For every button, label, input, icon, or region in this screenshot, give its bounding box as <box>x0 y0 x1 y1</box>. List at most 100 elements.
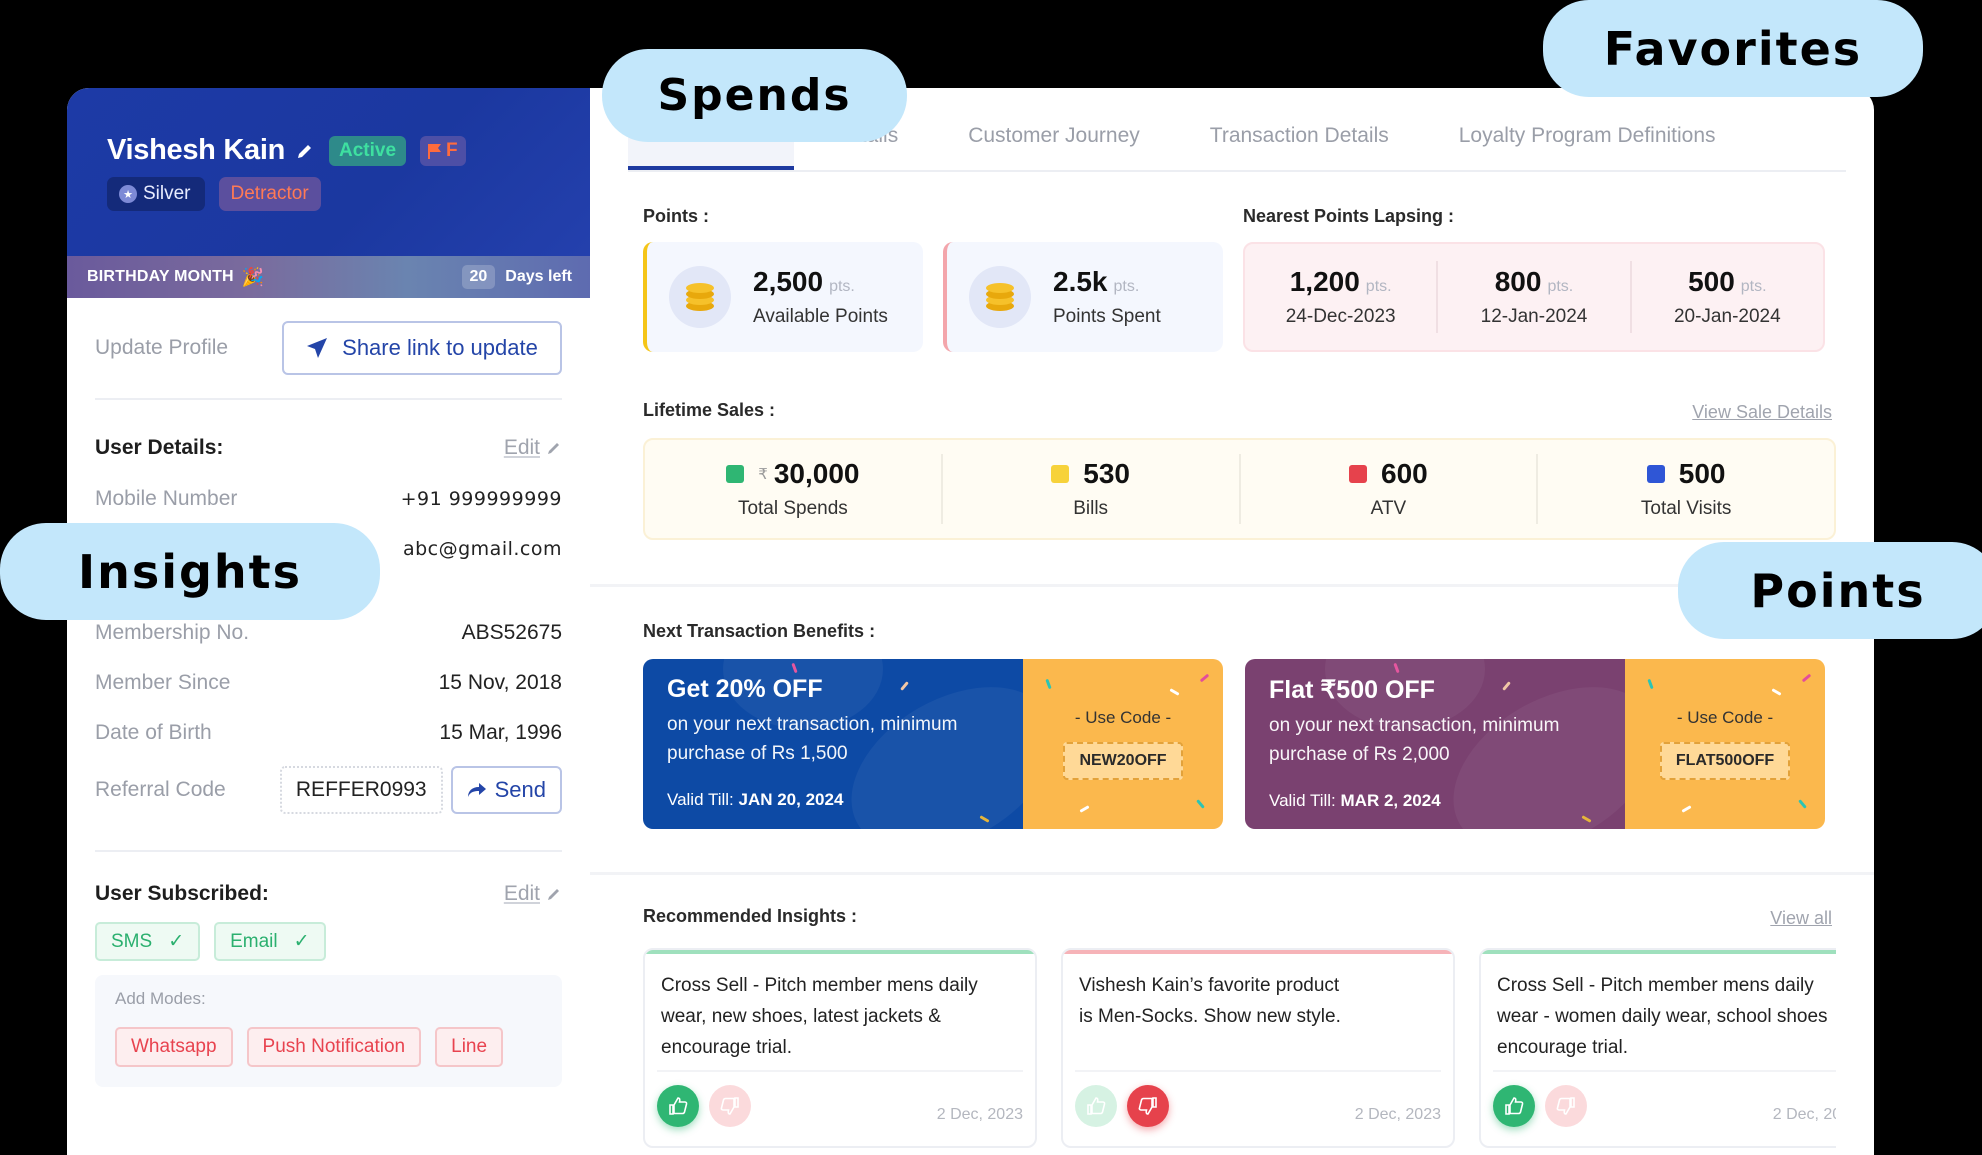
offer-desc: on your next transaction, minimum <box>667 714 958 735</box>
valid-date: MAR 2, 2024 <box>1340 791 1441 810</box>
update-profile-label: Update Profile <box>95 336 229 359</box>
flag-icon <box>428 143 442 159</box>
coins-icon <box>669 266 731 328</box>
share-arrow-icon <box>467 783 486 797</box>
tab-transaction-details[interactable]: Transaction Details <box>1209 124 1389 147</box>
offer-card[interactable]: Flat ₹500 OFF on your next transaction, … <box>1245 659 1825 829</box>
points-section: Points : Nearest Points Lapsing : 2,500 p… <box>643 206 1836 366</box>
edit-details-link[interactable]: Edit <box>504 436 562 460</box>
yellow-square-icon <box>1051 465 1070 483</box>
insight-date: 2 Dec, 2023 <box>1772 1106 1836 1123</box>
sales-label: Bills <box>1073 498 1109 519</box>
coupon-code-panel: - Use Code - NEW20OFF <box>1023 659 1223 829</box>
subscribed-title: User Subscribed: <box>95 882 269 905</box>
user-name: Vishesh Kain <box>107 134 285 166</box>
add-mode-line[interactable]: Line <box>435 1027 504 1067</box>
points-callout: Points <box>1678 542 1982 639</box>
detail-value: ABS52675 <box>461 621 562 644</box>
sales-label: Total Visits <box>1640 498 1732 519</box>
tab-loyalty-definitions[interactable]: Loyalty Program Definitions <box>1458 124 1716 147</box>
pts-unit: pts. <box>1740 278 1767 295</box>
coupon-code[interactable]: FLAT500OFF <box>1659 742 1791 780</box>
insight-text: is Men-Socks. Show new style. <box>1079 1006 1341 1027</box>
benefits-label: Next Transaction Benefits : <box>643 621 876 641</box>
referral-label: Referral Code <box>95 778 226 801</box>
tab-customer-journey[interactable]: Customer Journey <box>968 124 1140 147</box>
send-referral-button[interactable]: Send <box>450 766 562 814</box>
view-sale-details-link[interactable]: View Sale Details <box>1692 402 1832 422</box>
chip-label: Email <box>230 930 278 952</box>
use-code-label: - Use Code - <box>1074 708 1172 727</box>
available-points-value: 2,500 <box>753 266 824 297</box>
insight-card: Cross Sell - Pitch member mens daily wea… <box>643 948 1037 1148</box>
points-spent-value: 2.5k <box>1053 266 1108 297</box>
lapsing-card: 1,200 pts. 24-Dec-2023 800 pts. 12-Jan-202… <box>1243 242 1825 352</box>
sales-value: 600 <box>1381 458 1428 489</box>
detail-label: Member Since <box>95 671 231 694</box>
sales-item-atv: 600 ATV <box>1241 454 1539 524</box>
edit-subscriptions-link[interactable]: Edit <box>504 882 562 906</box>
valid-date: JAN 20, 2024 <box>738 790 844 809</box>
birthday-banner: BIRTHDAY MONTH 🎉 20 Days left <box>67 256 590 298</box>
sales-label: ATV <box>1370 498 1407 519</box>
divider <box>95 850 562 852</box>
referral-row: Referral Code REFFER0993 Send <box>95 762 562 818</box>
sales-value: 500 <box>1678 458 1726 489</box>
detail-label: Date of Birth <box>95 721 212 744</box>
pts-unit: pts. <box>1365 278 1392 295</box>
detail-value: abc@gmail.com <box>402 538 562 560</box>
chip-email[interactable]: Email ✓ <box>214 922 326 961</box>
chip-sms[interactable]: SMS ✓ <box>95 922 201 961</box>
party-popper-icon: 🎉 <box>241 266 265 287</box>
insight-text: encourage trial. <box>661 1037 792 1058</box>
offer-card[interactable]: Get 20% OFF on your next transaction, mi… <box>643 659 1223 829</box>
share-link-label: Share link to update <box>342 335 538 360</box>
lapsing-date: 12-Jan-2024 <box>1480 306 1588 327</box>
thumbs-up-icon[interactable] <box>1075 1085 1117 1127</box>
chip-label: SMS <box>111 930 153 952</box>
lapsing-item: 1,200 pts. 24-Dec-2023 <box>1245 261 1439 333</box>
points-label: Points : <box>643 206 709 226</box>
tier-label: Silver <box>143 183 191 204</box>
lapsing-date: 20-Jan-2024 <box>1673 306 1781 327</box>
benefits-section: Next Transaction Benefits : Get 20% OFF … <box>643 621 1836 841</box>
flag-label: F <box>446 139 458 161</box>
lapsing-value: 1,200 <box>1289 266 1360 297</box>
lapsing-value: 500 <box>1688 266 1735 297</box>
coupon-code[interactable]: NEW20OFF <box>1063 742 1183 780</box>
sales-item-total-spends: ₹30,000 Total Spends <box>645 454 943 524</box>
offer-desc: purchase of Rs 1,500 <box>667 743 848 764</box>
view-all-link[interactable]: View all <box>1770 908 1832 928</box>
referral-code[interactable]: REFFER0993 <box>279 766 443 814</box>
valid-label: Valid Till: <box>1269 791 1336 810</box>
thumbs-up-icon[interactable] <box>1493 1085 1535 1127</box>
insights-section: Recommended Insights : View all Cross Se… <box>643 906 1836 1155</box>
sales-value: 530 <box>1083 458 1130 489</box>
thumbs-down-icon[interactable] <box>709 1085 751 1127</box>
points-spent-card: 2.5k pts. Points Spent <box>943 242 1223 352</box>
lifetime-sales-section: Lifetime Sales : View Sale Details ₹30,0… <box>643 400 1836 550</box>
offer-title: Get 20% OFF <box>667 675 823 703</box>
insight-card: Cross Sell - Pitch member mens daily wea… <box>1479 948 1836 1148</box>
add-modes-box: Add Modes: Whatsapp Push Notification Li… <box>95 975 562 1087</box>
lifetime-sales-card: ₹30,000 Total Spends 530 Bills 600 ATV 5… <box>643 438 1836 540</box>
offer-details: Flat ₹500 OFF on your next transaction, … <box>1245 659 1625 829</box>
thumbs-down-icon[interactable] <box>1545 1085 1587 1127</box>
thumbs-down-icon[interactable] <box>1127 1085 1169 1127</box>
check-icon: ✓ <box>168 931 185 952</box>
sales-label: Total Spends <box>737 498 848 519</box>
edit-name-icon[interactable] <box>295 141 315 161</box>
profile-panel: Vishesh Kain Active F ★ Silver Detractor… <box>67 88 590 1155</box>
share-link-button[interactable]: Share link to update <box>282 321 562 375</box>
sales-value: 30,000 <box>773 458 860 489</box>
spends-callout: Spends <box>602 49 907 142</box>
sales-item-bills: 530 Bills <box>943 454 1241 524</box>
nps-badge: Detractor <box>218 177 321 211</box>
offer-title: Flat ₹500 OFF <box>1269 676 1435 704</box>
detail-value: 15 Nov, 2018 <box>438 671 562 694</box>
pts-unit: pts. <box>1113 278 1140 295</box>
thumbs-up-icon[interactable] <box>657 1085 699 1127</box>
add-mode-whatsapp[interactable]: Whatsapp <box>115 1027 233 1067</box>
tier-badge: ★ Silver <box>107 177 205 211</box>
add-mode-push[interactable]: Push Notification <box>246 1027 422 1067</box>
